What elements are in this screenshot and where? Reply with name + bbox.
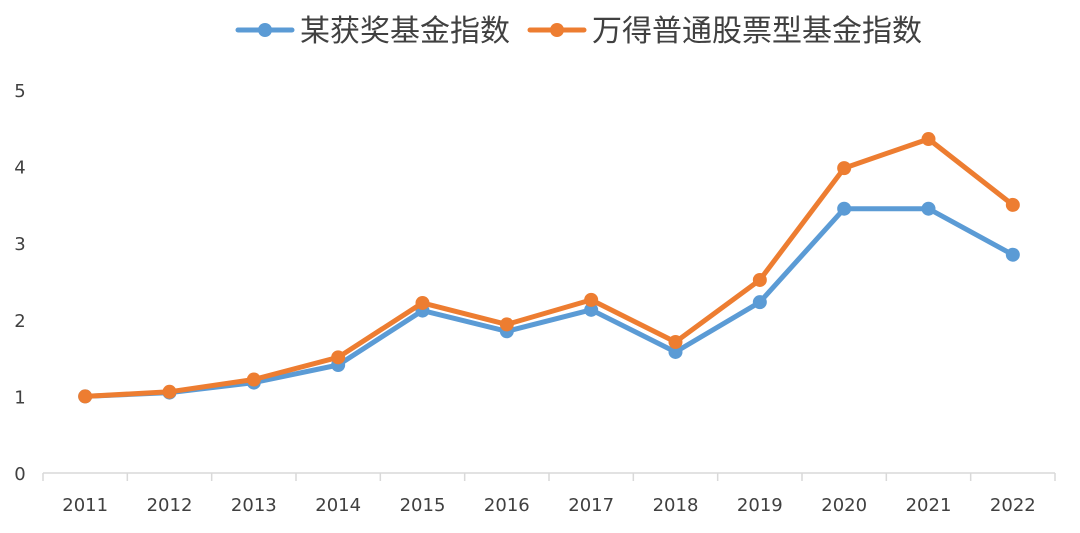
series-1-point bbox=[668, 344, 683, 359]
series-2-point bbox=[921, 132, 936, 147]
legend-marker-2 bbox=[550, 23, 564, 37]
series-2-point bbox=[837, 161, 852, 176]
y-tick-label: 2 bbox=[14, 311, 25, 332]
y-tick-label: 0 bbox=[14, 464, 25, 485]
x-tick-label: 2021 bbox=[906, 495, 952, 516]
x-tick-label: 2012 bbox=[147, 495, 193, 516]
series-2-point bbox=[584, 292, 599, 307]
series-2-point bbox=[331, 350, 346, 365]
legend-label-1: 某获奖基金指数 bbox=[300, 14, 510, 49]
y-tick-label: 4 bbox=[14, 158, 25, 179]
x-tick-label: 2011 bbox=[62, 495, 108, 516]
series-line-1 bbox=[82, 206, 1016, 399]
y-tick-label: 3 bbox=[14, 234, 25, 255]
series-1-point bbox=[584, 302, 599, 317]
x-tick-label: 2015 bbox=[400, 495, 446, 516]
series-line-2 bbox=[82, 136, 1016, 399]
x-tick-label: 2016 bbox=[484, 495, 530, 516]
series-2-point bbox=[246, 372, 261, 387]
series-2-point bbox=[415, 295, 430, 310]
series-1-point bbox=[837, 201, 852, 216]
series-2-point bbox=[499, 317, 514, 332]
series-2-point bbox=[78, 389, 93, 404]
series-2-point bbox=[668, 335, 683, 350]
x-tick-label: 2022 bbox=[990, 495, 1036, 516]
series-2-point bbox=[162, 384, 177, 399]
legend-marker-1 bbox=[258, 23, 272, 37]
series-2-point bbox=[1005, 197, 1020, 212]
x-tick-label: 2018 bbox=[653, 495, 699, 516]
x-tick-label: 2013 bbox=[231, 495, 277, 516]
series-2-point bbox=[752, 272, 767, 287]
x-tick-label: 2017 bbox=[568, 495, 614, 516]
series-1-point bbox=[752, 295, 767, 310]
x-tick-label: 2020 bbox=[821, 495, 867, 516]
y-tick-label: 5 bbox=[14, 81, 25, 102]
x-tick-label: 2019 bbox=[737, 495, 783, 516]
series-1-point bbox=[1005, 247, 1020, 262]
legend-label-2: 万得普通股票型基金指数 bbox=[592, 14, 922, 49]
x-tick-label: 2014 bbox=[315, 495, 361, 516]
series-1-point bbox=[921, 201, 936, 216]
y-tick-label: 1 bbox=[14, 387, 25, 408]
